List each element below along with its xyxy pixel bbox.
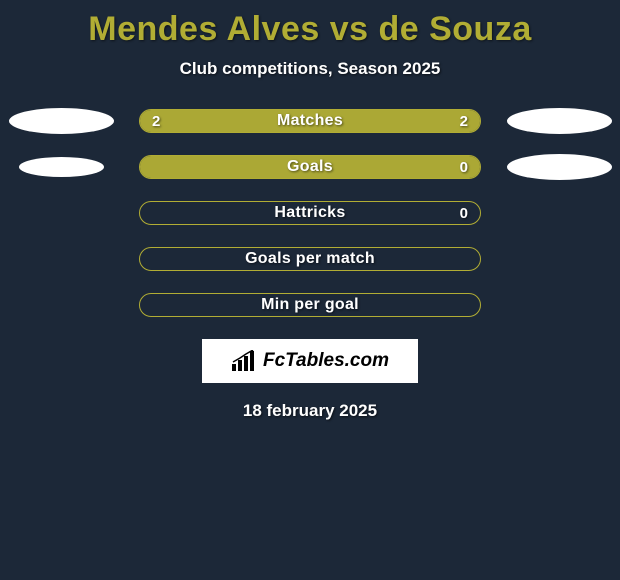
- right-oval-slot: [499, 108, 619, 134]
- stat-rows: 22Matches 0Goals 0Hattricks Goals per match…: [0, 109, 620, 317]
- date-label: 18 february 2025: [0, 401, 620, 421]
- player-right-oval: [507, 108, 612, 134]
- left-oval-slot: [1, 108, 121, 134]
- subtitle: Club competitions, Season 2025: [0, 59, 620, 109]
- stat-row: 22Matches: [0, 109, 620, 133]
- stat-label: Goals: [140, 156, 480, 178]
- stat-label: Matches: [140, 110, 480, 132]
- bar-chart-icon: [231, 350, 257, 372]
- stat-label: Min per goal: [140, 294, 480, 316]
- player-left-oval: [9, 108, 114, 134]
- stat-row: Min per goal: [0, 293, 620, 317]
- stat-row: Goals per match: [0, 247, 620, 271]
- stat-row: 0Hattricks: [0, 201, 620, 225]
- logo-text: FcTables.com: [263, 350, 389, 372]
- stat-row: 0Goals: [0, 155, 620, 179]
- page-title: Mendes Alves vs de Souza: [0, 4, 620, 59]
- stat-bar: 0Hattricks: [139, 201, 481, 225]
- left-oval-slot: [1, 157, 121, 177]
- comparison-infographic: Mendes Alves vs de Souza Club competitio…: [0, 0, 620, 421]
- stat-bar: Min per goal: [139, 293, 481, 317]
- logo-box: FcTables.com: [202, 339, 418, 383]
- player-right-oval: [507, 154, 612, 180]
- stat-bar: Goals per match: [139, 247, 481, 271]
- stat-bar: 0Goals: [139, 155, 481, 179]
- stat-bar: 22Matches: [139, 109, 481, 133]
- stat-label: Goals per match: [140, 248, 480, 270]
- right-oval-slot: [499, 154, 619, 180]
- stat-label: Hattricks: [140, 202, 480, 224]
- player-left-oval: [19, 157, 104, 177]
